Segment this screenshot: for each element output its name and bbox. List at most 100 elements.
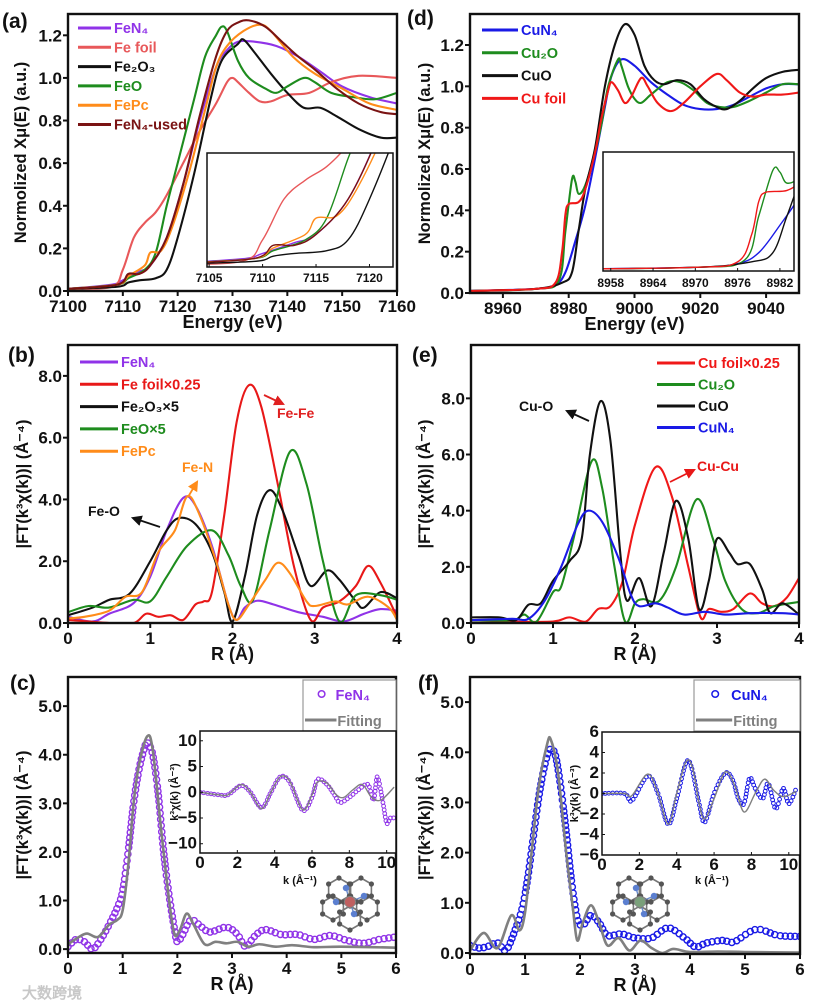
inset-y-tick-label: −10 [168,834,197,853]
data-point-marker [380,934,388,943]
series-fe-o--line [68,38,397,290]
carbon-atom [326,881,332,887]
legend-item: Cu₂O [482,46,558,62]
y-tick-label: 0.0 [440,944,464,963]
legend-label: CuN₄ [731,688,768,704]
y-axis-label: |FT(k³χ(k))| (Å⁻⁴) [415,751,434,880]
x-axis-label: Energy (eV) [182,312,282,332]
nitrogen-atom [360,892,368,900]
inset-y-tick-label: −4 [580,825,600,844]
molecule-structure-image [610,875,670,933]
data-point-marker [372,793,378,799]
annotation: Fe-O [88,503,161,528]
data-point-marker [263,801,268,807]
panel-label: (e) [412,344,438,367]
series-fitting-line [68,733,396,949]
data-point-marker [788,798,794,804]
carbon-atom [620,893,626,899]
legend-item: FePc [78,98,149,114]
carbon-atom [638,881,644,887]
x-tick-label: 7120 [159,297,197,316]
data-point-marker [231,788,237,793]
data-point-marker [586,911,594,920]
x-tick-label: 0 [465,960,474,979]
carbon-atom [620,917,626,923]
inset-x-tick-label: 6 [307,853,316,872]
x-tick-label: 4 [685,960,695,979]
inset-x-tick-label: 0 [597,855,606,874]
y-tick-label: 4.0 [441,502,465,521]
data-point-marker [781,932,790,940]
legend-label: FeN₄ [336,688,370,704]
series-group [603,166,794,270]
data-point-marker [389,933,396,942]
data-point-marker [475,944,483,952]
series-fitting-line [200,775,395,811]
data-point-marker [243,784,249,790]
y-tick-label: 8.0 [38,367,62,386]
data-point-marker [275,777,280,783]
inset-chart: 8958 8964 8970 8976 8982 [597,151,795,290]
carbon-atom [358,875,364,881]
data-point-marker [258,804,263,810]
inset-y-tick-label: 0 [590,784,599,803]
y-tick-label: 6.0 [441,446,465,465]
y-tick-label: 0.0 [440,284,464,303]
x-tick-label: 1 [146,629,155,648]
inset-y-tick-label: 2 [590,763,599,782]
nitrogen-atom [622,898,630,906]
data-point-marker [766,929,775,937]
legend-label: FePc [114,98,149,114]
inset-frame [206,152,394,268]
inset-x-tick-label: 2 [635,855,644,874]
carbon-atom [627,909,633,915]
annotation-arrow [130,515,161,528]
carbon-atom [610,899,616,905]
carbon-atom [364,917,370,923]
carbon-atom [647,921,653,927]
legend: CuN₄ Cu₂O CuO Cu foil [482,23,566,107]
data-point-marker [560,812,569,820]
inset-background [602,732,800,855]
data-point-marker [610,931,618,940]
series-cuo-line [470,22,799,292]
data-point-marker [257,926,266,935]
data-point-marker [215,925,223,933]
inset-y-tick-label: −5 [178,808,197,827]
data-point-marker [365,938,373,947]
carbon-atom [320,911,326,917]
legend-item: FeO×5 [80,422,166,438]
data-point-marker [109,913,117,922]
molecule-structure-image [320,875,380,933]
data-point-marker [267,927,275,935]
annotation-label: Cu-O [519,398,553,414]
series-group [470,735,800,954]
data-point-marker [388,815,393,821]
nitrogen-atom [650,892,658,900]
series-fe-o-5-line [68,489,397,623]
x-tick-label: 2 [630,629,639,648]
x-tick-label: 9020 [681,299,719,318]
y-tick-label: 6.0 [38,429,62,448]
x-tick-label: 9000 [616,299,654,318]
data-point-marker [559,807,568,815]
data-point-marker [366,784,372,790]
data-point-marker [228,790,234,796]
y-tick-label: 0.2 [38,239,62,258]
x-tick-label: 3 [712,629,721,648]
legend-label: Fitting [733,714,777,730]
data-point-marker [345,937,354,945]
y-tick-label: 0.0 [38,282,62,301]
inset-y-axis-label: k³χ(k) (Å⁻³) [168,763,181,821]
data-point-marker [776,931,785,940]
inset-x-tick-label: 10 [377,853,396,872]
chart-panel-d: 8960 8980 9000 9020 9040 0.0 0.2 0.4 0.6 0.8 1.0 1.… [407,7,801,334]
x-tick-label: 2 [228,629,237,648]
data-point-marker [246,787,251,793]
inset-background [603,152,794,271]
panel-label: (f) [418,672,439,695]
data-point-marker [219,923,228,932]
data-point-marker [522,883,530,892]
metal-atom [344,896,356,908]
inset-x-tick-label: 6 [709,855,718,874]
